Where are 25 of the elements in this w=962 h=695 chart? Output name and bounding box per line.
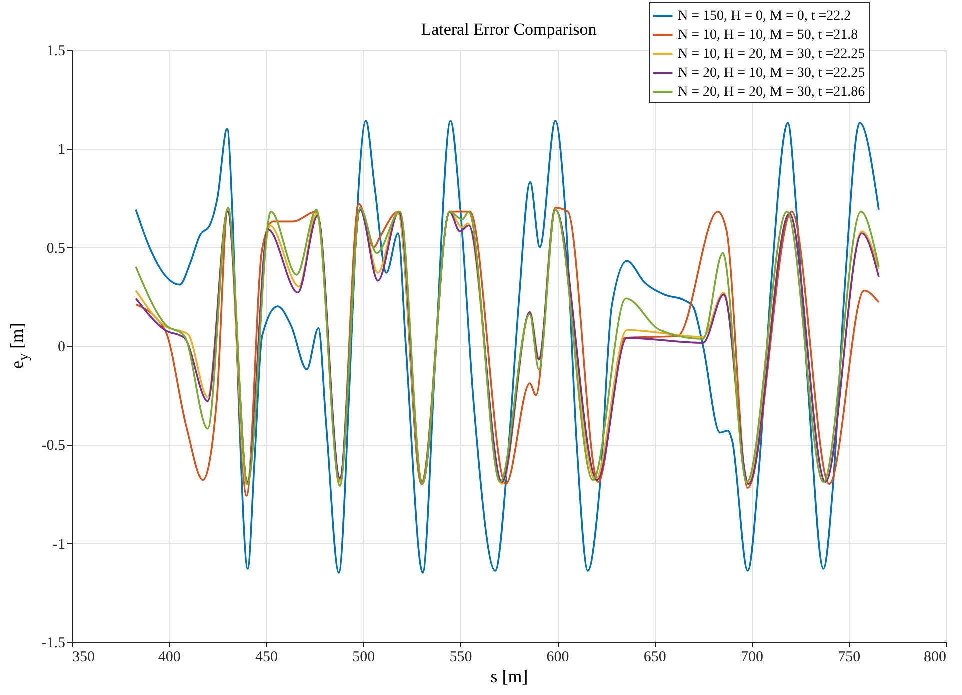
x-tick-label: 700	[741, 650, 764, 666]
x-tick-label: 450	[255, 650, 278, 666]
x-tick-label: 400	[158, 650, 181, 666]
y-tick-label: 0	[58, 340, 66, 356]
x-tick-label: 800	[924, 650, 946, 666]
y-tick-label: -1	[53, 536, 66, 553]
x-tick-label: 550	[450, 650, 472, 666]
line-series	[135, 120, 880, 574]
x-tick-label: 500	[352, 650, 376, 666]
x-tick-label: 350	[72, 650, 95, 666]
legend-label: N = 150, H = 0, M = 0, t =22.2	[678, 9, 852, 24]
y-tick-label: -0.5	[42, 438, 66, 454]
x-tick-label: 650	[644, 650, 666, 666]
legend-label: N = 20, H = 20, M = 30, t =21.86	[678, 85, 866, 100]
y-tick-label: 0.5	[46, 240, 66, 257]
y-tick-label: 1.5	[46, 44, 66, 60]
legend-label: N = 10, H = 10, M = 50, t =21.8	[678, 28, 858, 43]
x-tick-label: 750	[838, 650, 861, 666]
legend-label: N = 10, H = 20, M = 30, t =22.25	[678, 47, 866, 62]
legend-label: N = 20, H = 10, M = 30, t =22.25	[678, 66, 866, 81]
chart-title: Lateral Error Comparison	[421, 20, 597, 40]
y-tick-label: -1.5	[42, 636, 66, 652]
y-tick-label: 1	[58, 142, 66, 158]
x-tick-label: 600	[546, 650, 570, 666]
x-axis-title: s [m]	[490, 666, 528, 686]
